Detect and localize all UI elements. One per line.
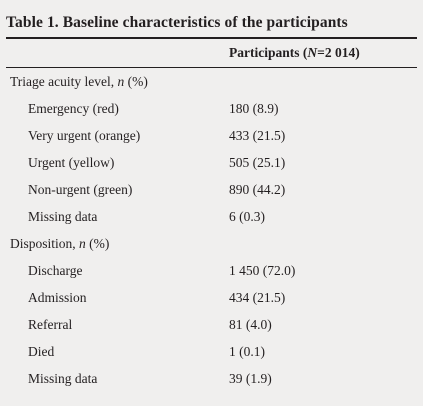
row-label: Died (28, 344, 55, 359)
section-label: Triage acuity level, n (%) (10, 74, 148, 90)
section-disposition: Disposition, n (%) (0, 236, 423, 263)
table-row: Very urgent (orange) 433 (21.5) (0, 128, 423, 155)
row-value: 6 (0.3) (229, 209, 265, 224)
row-value: 505 (25.1) (229, 155, 286, 170)
section-label-suffix: (%) (85, 236, 110, 251)
table-row: Discharge 1 450 (72.0) (0, 263, 423, 290)
row-value: 434 (21.5) (229, 290, 286, 305)
table-title: Table 1. Baseline characteristics of the… (6, 14, 348, 31)
column-header-prefix: Participants ( (229, 45, 308, 60)
row-label: Referral (28, 317, 73, 332)
section-triage-acuity: Triage acuity level, n (%) (0, 74, 423, 101)
table-row: Non-urgent (green) 890 (44.2) (0, 182, 423, 209)
table-row: Missing data 39 (1.9) (0, 371, 423, 398)
header-rule (6, 67, 417, 68)
top-rule (6, 37, 417, 39)
table-row: Died 1 (0.1) (0, 344, 423, 371)
section-label-n: n (117, 74, 125, 89)
row-label: Urgent (yellow) (28, 155, 115, 170)
row-value: 81 (4.0) (229, 317, 272, 332)
table-row: Missing data 6 (0.3) (0, 209, 423, 236)
section-label: Disposition, n (%) (10, 236, 109, 252)
row-value: 180 (8.9) (229, 101, 279, 116)
row-value: 1 (0.1) (229, 344, 265, 359)
row-value: 890 (44.2) (229, 182, 286, 197)
row-value: 433 (21.5) (229, 128, 286, 143)
table-row: Urgent (yellow) 505 (25.1) (0, 155, 423, 182)
row-label: Missing data (28, 209, 98, 224)
column-header-participants: Participants (N=2 014) (229, 45, 360, 61)
row-label: Missing data (28, 371, 98, 386)
row-label: Non-urgent (green) (28, 182, 133, 197)
section-label-prefix: Triage acuity level, (10, 74, 118, 89)
row-label: Very urgent (orange) (28, 128, 141, 143)
section-label-suffix: (%) (124, 74, 148, 89)
row-value: 1 450 (72.0) (229, 263, 296, 278)
row-label: Emergency (red) (28, 101, 119, 116)
table-row: Emergency (red) 180 (8.9) (0, 101, 423, 128)
section-label-prefix: Disposition, (10, 236, 80, 251)
column-header-suffix: =2 014) (317, 45, 360, 60)
row-value: 39 (1.9) (229, 371, 272, 386)
section-label-n: n (79, 236, 86, 251)
row-label: Discharge (28, 263, 83, 278)
table-row: Referral 81 (4.0) (0, 317, 423, 344)
column-header-n: N (307, 45, 318, 60)
row-label: Admission (28, 290, 87, 305)
table-row: Admission 434 (21.5) (0, 290, 423, 317)
